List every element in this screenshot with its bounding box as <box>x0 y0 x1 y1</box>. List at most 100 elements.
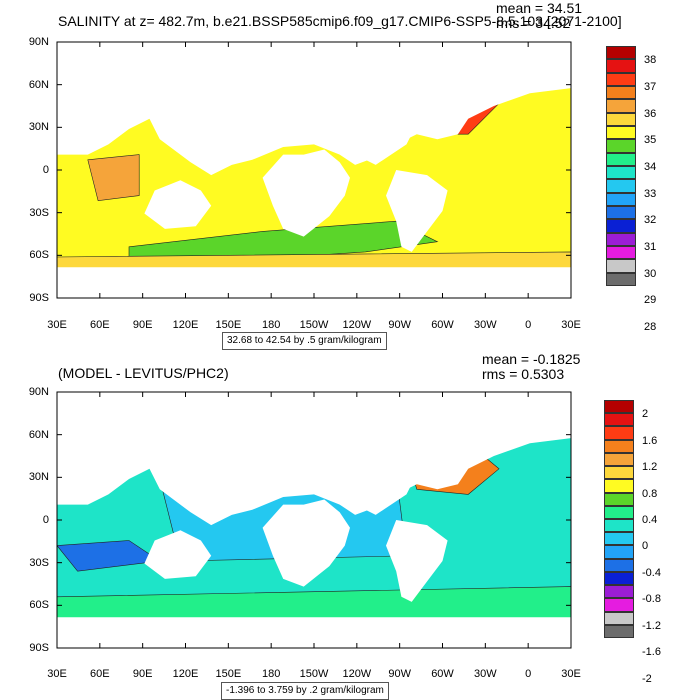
colorbar-swatch <box>606 219 636 233</box>
region-indian-ocean <box>87 154 140 202</box>
colorbar <box>604 400 634 638</box>
colorbar-swatch <box>604 452 634 467</box>
colorbar-label: -1.6 <box>642 646 661 659</box>
lon-tick-label: 120W <box>342 668 372 680</box>
colorbar-swatch <box>606 272 636 286</box>
mean-value: mean = 34.51 <box>496 0 583 16</box>
colorbar-label: 1.6 <box>642 434 658 447</box>
colorbar-label: -0.8 <box>642 593 661 606</box>
lon-tick-label: 30E <box>561 668 581 680</box>
colorbar-swatch <box>604 519 634 533</box>
colorbar-label: 30 <box>644 267 657 280</box>
lat-tick-label: 60N <box>28 428 49 441</box>
difference-map <box>56 391 572 649</box>
colorbar <box>606 46 636 286</box>
colorbar-label: 29 <box>644 294 657 307</box>
colorbar-label: 33 <box>644 187 657 200</box>
lon-tick-label: 90W <box>388 668 411 680</box>
colorbar-swatch <box>606 72 636 86</box>
land-mask-samerica <box>386 170 448 252</box>
colorbar-label: 1.2 <box>642 461 658 474</box>
lon-tick-label: 150E <box>215 319 242 331</box>
contour-caption: 32.68 to 42.54 by .5 gram/kilogram <box>222 332 387 350</box>
colorbar-swatch <box>604 439 634 453</box>
lat-tick-label: 30N <box>28 471 49 484</box>
colorbar-label: 34 <box>644 161 657 173</box>
lat-tick-label: 60S <box>29 599 49 612</box>
lat-tick-label: 0 <box>42 514 49 526</box>
lat-tick-label: 60N <box>28 78 49 91</box>
chart-title: SALINITY at z= 482.7m, b.e21.BSSP585cmip… <box>58 13 622 29</box>
colorbar-swatch <box>604 479 634 493</box>
lon-tick-label: 90E <box>132 319 153 331</box>
colorbar-swatch <box>604 532 634 546</box>
mean-value: mean = -0.1825 <box>482 351 581 367</box>
lon-tick-label: 30E <box>47 319 67 331</box>
lat-tick-label: 90N <box>28 386 49 398</box>
colorbar-swatch <box>606 192 636 206</box>
land-mask-australia <box>144 180 212 229</box>
lon-tick-label: 60E <box>90 319 110 331</box>
lon-tick-label: 180 <box>261 668 281 680</box>
colorbar-swatch <box>606 59 636 73</box>
colorbar-label: 32 <box>644 214 657 227</box>
lon-tick-label: 60W <box>431 319 454 331</box>
lon-tick-label: 30W <box>474 668 497 680</box>
lon-tick-label: 60E <box>90 668 110 680</box>
lat-tick-label: 30S <box>29 206 49 219</box>
colorbar-swatch <box>604 611 634 625</box>
colorbar-label: 38 <box>644 54 657 67</box>
lon-tick-label: 0 <box>525 319 532 331</box>
rms-value: rms = 0.5303 <box>482 366 565 382</box>
land-mask-africa <box>262 149 350 237</box>
colorbar-swatch <box>604 426 634 440</box>
lon-tick-label: 180 <box>261 319 281 331</box>
lon-tick-label: 30E <box>561 319 581 331</box>
colorbar-swatch <box>606 206 636 220</box>
land-mask-eurasia2 <box>57 392 150 505</box>
colorbar-label: 0.4 <box>642 514 658 526</box>
chart-title: (MODEL - LEVITUS/PHC2) <box>58 365 229 381</box>
colorbar-swatch <box>606 126 636 140</box>
land-mask-africa <box>262 499 350 587</box>
colorbar-swatch <box>604 598 634 612</box>
lon-tick-label: 30E <box>47 668 67 680</box>
colorbar-swatch <box>604 558 634 572</box>
colorbar-swatch <box>604 505 634 519</box>
colorbar-label: -2 <box>642 672 652 685</box>
land-mask-antarctica <box>57 267 571 298</box>
colorbar-swatch <box>606 46 636 60</box>
colorbar-swatch <box>606 99 636 113</box>
colorbar-label: 36 <box>644 107 657 120</box>
colorbar-swatch <box>604 545 634 559</box>
land-mask-australia <box>144 530 212 579</box>
land-mask-namerica <box>190 42 464 165</box>
colorbar-swatch <box>604 571 634 586</box>
colorbar-swatch <box>606 152 636 166</box>
lon-tick-label: 90E <box>132 668 153 680</box>
colorbar-swatch <box>606 86 636 100</box>
colorbar-swatch <box>604 400 634 414</box>
lat-tick-label: 90S <box>29 292 49 304</box>
salinity-map <box>56 41 572 299</box>
lon-tick-label: 60W <box>431 668 454 680</box>
lon-tick-label: 120E <box>172 319 199 331</box>
lon-tick-label: 150W <box>299 319 329 331</box>
colorbar-label: 28 <box>644 321 657 333</box>
colorbar-label: 0.8 <box>642 487 658 500</box>
lat-tick-label: 90N <box>28 36 49 48</box>
lat-tick-label: 90S <box>29 642 49 654</box>
colorbar-swatch <box>606 166 636 180</box>
colorbar-swatch <box>606 246 636 260</box>
colorbar-label: -0.4 <box>642 566 661 579</box>
colorbar-swatch <box>606 179 636 193</box>
colorbar-swatch <box>604 492 634 506</box>
colorbar-label: 31 <box>644 241 657 253</box>
land-mask-namerica <box>190 392 464 515</box>
colorbar-label: -1.2 <box>642 619 661 632</box>
colorbar-label: 2 <box>642 408 649 421</box>
land-mask-samerica <box>386 520 448 602</box>
colorbar-swatch <box>604 413 634 427</box>
colorbar-swatch <box>604 585 634 599</box>
lat-tick-label: 60S <box>29 249 49 262</box>
